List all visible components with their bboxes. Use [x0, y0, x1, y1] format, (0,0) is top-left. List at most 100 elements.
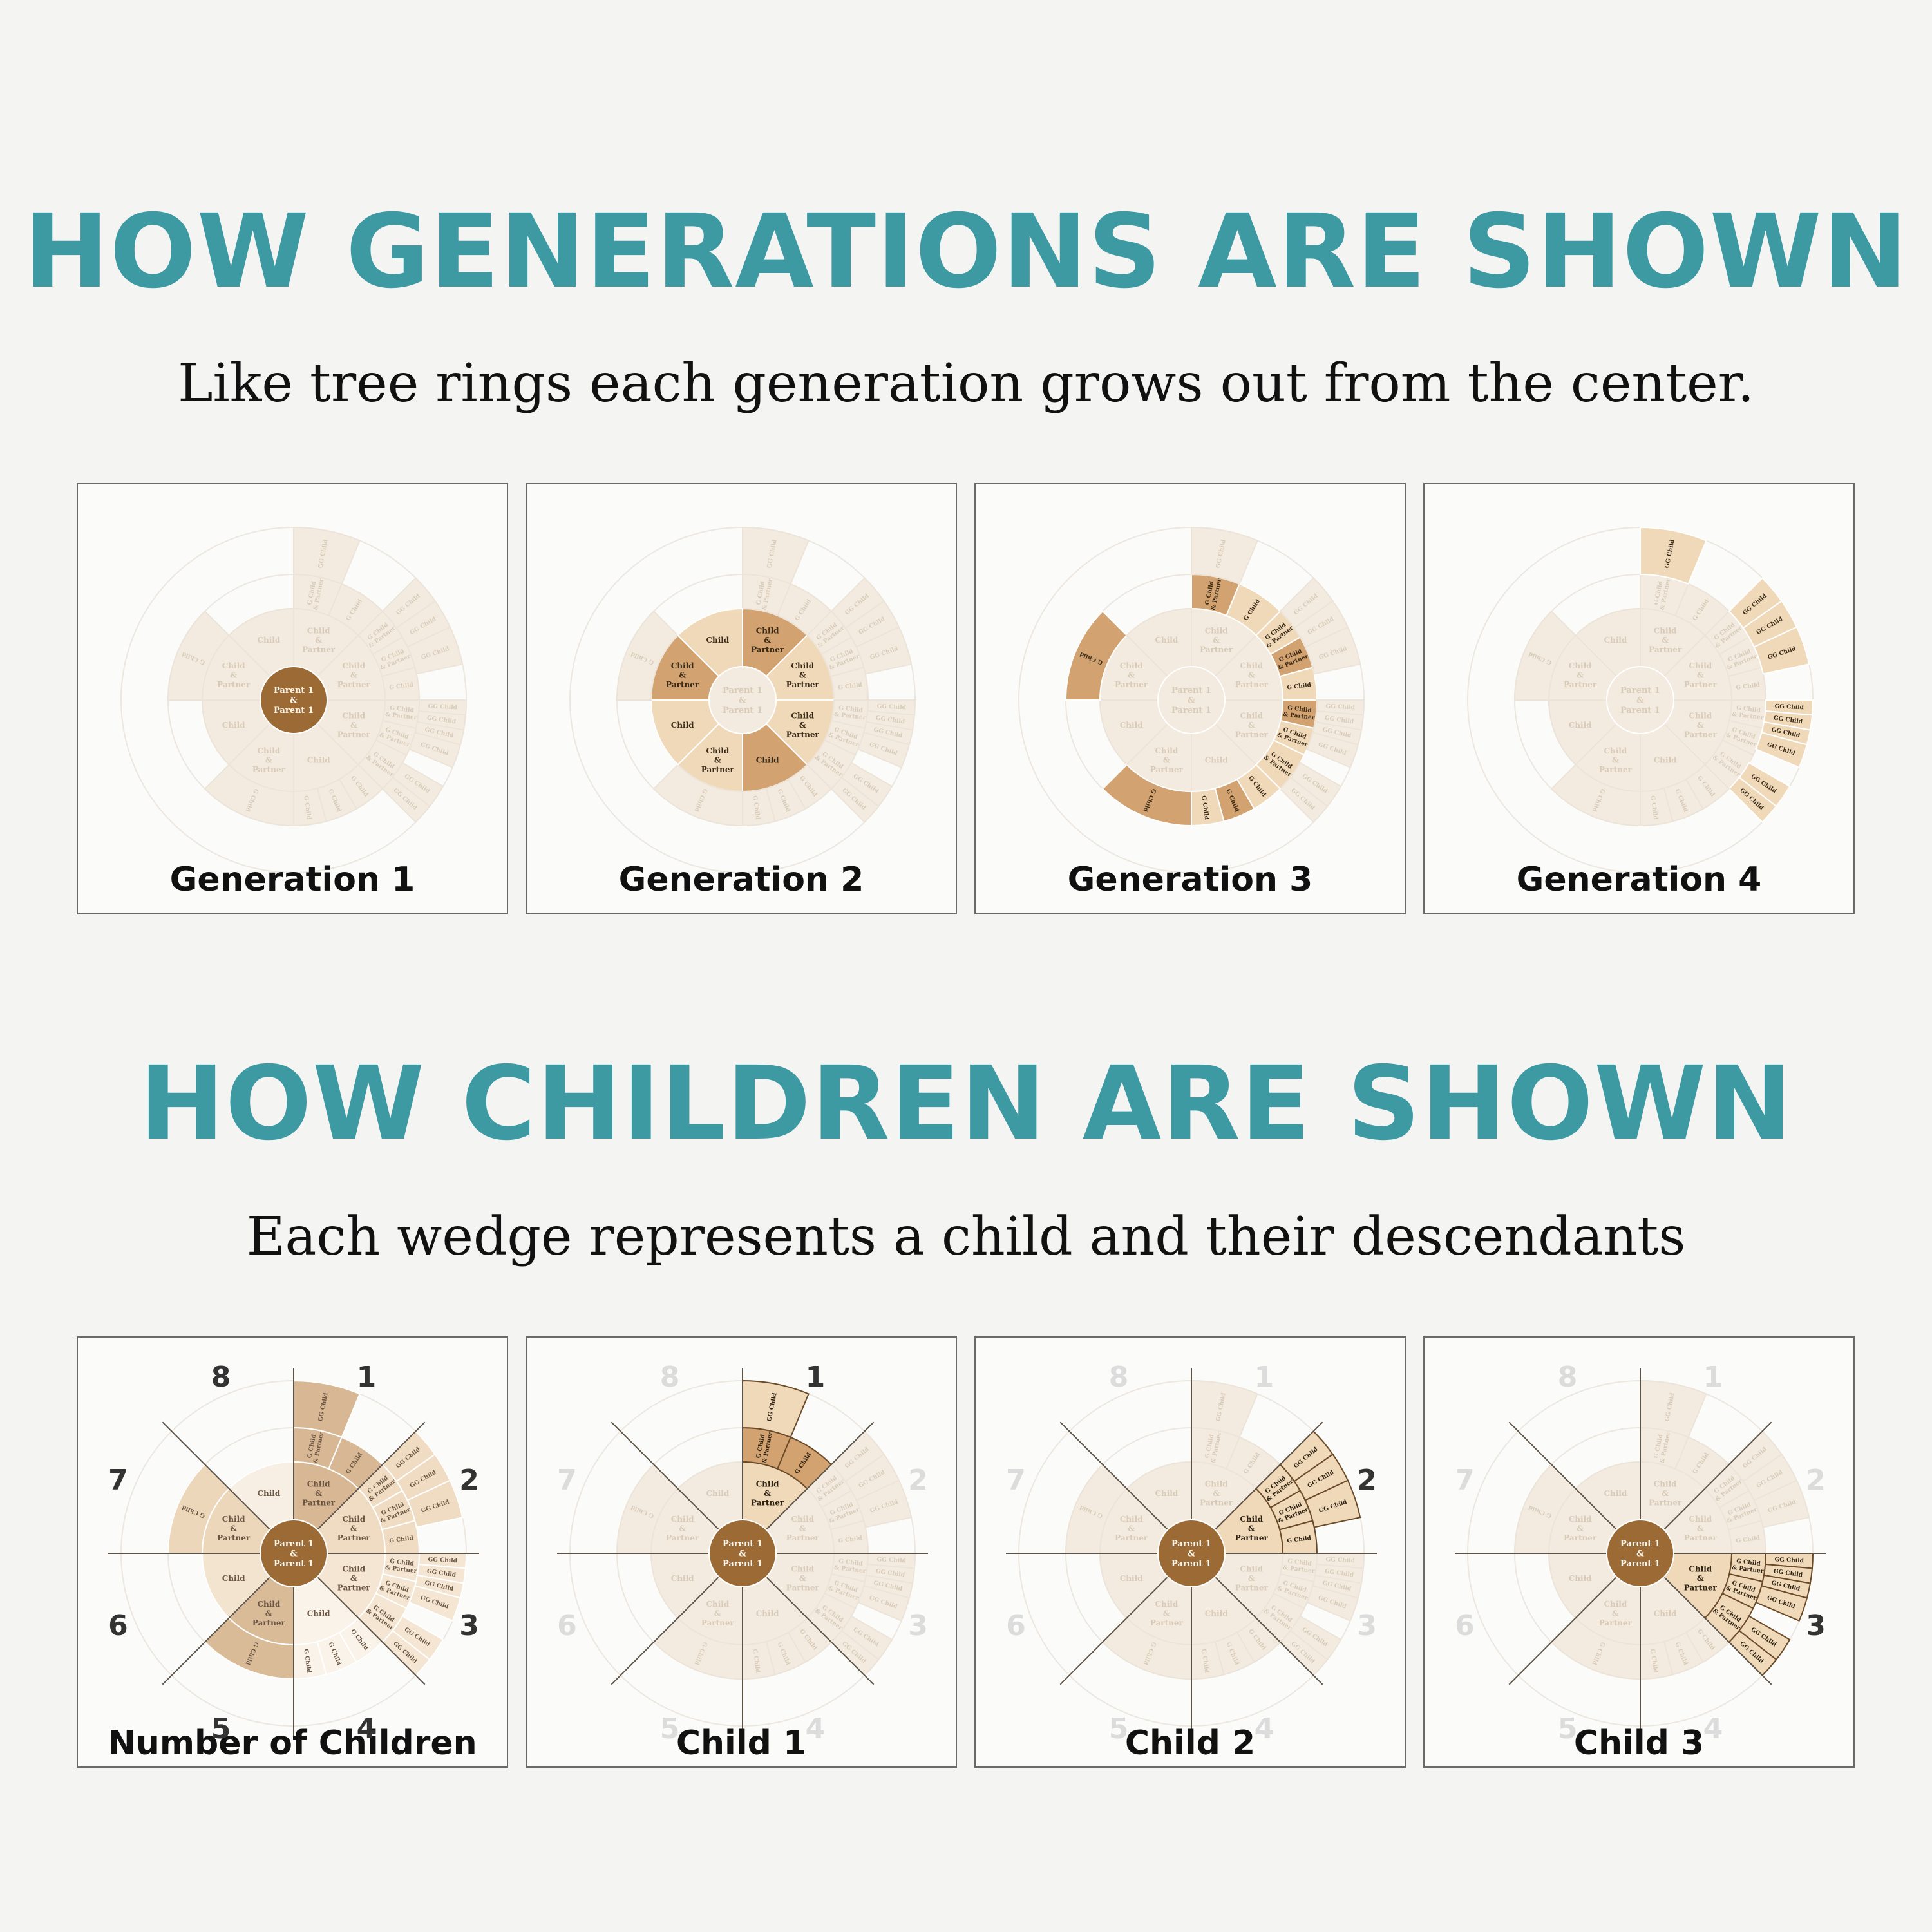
- panel-caption: Child 3: [1573, 1724, 1705, 1763]
- wedge-number: 2: [459, 1464, 479, 1497]
- great-grandchild-wedge: [1755, 732, 1808, 769]
- panel-caption: Generation 3: [1067, 860, 1313, 899]
- child-label: Child: [222, 1574, 245, 1583]
- great-grandchild-wedge: [406, 1479, 464, 1528]
- child-label: Child & Partner: [1564, 1515, 1597, 1542]
- child-label: Child & Partner: [751, 1479, 784, 1507]
- child-label: Child & Partner: [337, 661, 371, 689]
- wedge-number: 7: [1006, 1464, 1026, 1497]
- child-label: Child & Partner: [786, 1515, 820, 1542]
- parents-label: Parent 1&Parent 1: [723, 686, 762, 715]
- child-label: Child & Partner: [252, 746, 286, 774]
- grandchild-label: G Child: [1649, 1649, 1658, 1674]
- great-grandchild-wedge: [742, 526, 810, 585]
- grandchild-label: G Child: [751, 1649, 761, 1674]
- grandchild-label: G Child: [838, 1535, 863, 1545]
- wedge-number: 1: [356, 1361, 377, 1394]
- wedge-number: 2: [1806, 1464, 1826, 1497]
- child-label: Child & Partner: [1235, 1564, 1269, 1592]
- grandchild-label: G Child: [1200, 1649, 1209, 1674]
- parents-center: [708, 666, 777, 734]
- great-grandchild-wedge: [857, 1585, 911, 1622]
- child-label: Child: [1569, 1574, 1592, 1583]
- panel-caption: Number of Children: [108, 1724, 477, 1763]
- child-label: Child: [756, 756, 779, 765]
- child-2-panel: Child & Partner G Child& Partner G Child GG C…: [974, 1336, 1406, 1768]
- great-grandchild-wedge: [1640, 1379, 1707, 1439]
- grandchild-label: G Child: [838, 682, 863, 692]
- child-label: Child: [706, 1489, 729, 1498]
- child-label: Child & Partner: [302, 626, 336, 654]
- wedge-number: 7: [108, 1464, 128, 1497]
- great-grandchild-label: GG Child: [1774, 1557, 1804, 1564]
- child-label: Child & Partner: [786, 711, 820, 739]
- wedge-number: 8: [659, 1361, 680, 1394]
- child-label: Child & Partner: [1115, 661, 1148, 689]
- wedge-number: 2: [1357, 1464, 1377, 1497]
- great-grandchild-wedge: [293, 526, 361, 585]
- great-grandchild-wedge: [408, 732, 462, 769]
- number-of-children-panel: Child & Partner G Child& Partner G Child GG C…: [77, 1336, 508, 1768]
- great-grandchild-label: GG Child: [1325, 703, 1355, 711]
- child-label: Child & Partner: [1649, 626, 1682, 654]
- child-label: Child & Partner: [786, 1564, 820, 1592]
- child-label: Child & Partner: [1564, 661, 1597, 689]
- great-grandchild-label: GG Child: [876, 1557, 906, 1564]
- great-grandchild-wedge: [293, 1379, 361, 1439]
- child-label: Child & Partner: [1684, 1515, 1718, 1542]
- grandchild-label: G Child: [1287, 1535, 1312, 1545]
- wedge-number: 6: [108, 1609, 128, 1642]
- child-label: Child: [671, 721, 694, 730]
- child-label: Child: [257, 636, 280, 645]
- great-grandchild-label: GG Child: [1325, 1557, 1355, 1564]
- grandchild-wedge: [616, 610, 679, 701]
- wedge-number: 1: [1703, 1361, 1723, 1394]
- great-grandchild-label: GG Child: [1774, 703, 1804, 711]
- great-grandchild-label: GG Child: [876, 703, 906, 711]
- child-label: Child & Partner: [751, 626, 784, 654]
- wedge-number: 7: [1455, 1464, 1475, 1497]
- child-label: Child & Partner: [252, 1600, 286, 1627]
- child-label: Child: [1120, 1574, 1143, 1583]
- wedge-number: 2: [908, 1464, 928, 1497]
- grandchild-wedge: [1065, 610, 1128, 701]
- child-label: Child & Partner: [337, 711, 371, 739]
- grandchild-label: G Child: [1649, 795, 1658, 820]
- generations-subtitle: Like tree rings each generation grows ou…: [178, 353, 1754, 414]
- parents-center: [260, 666, 328, 734]
- wedge-number: 5: [1108, 1712, 1129, 1745]
- wedge-number: 3: [459, 1609, 479, 1642]
- child-label: Child: [756, 1609, 779, 1618]
- great-grandchild-wedge: [1191, 1379, 1258, 1439]
- wedge-number: 3: [1357, 1609, 1377, 1642]
- great-grandchild-wedge: [1191, 526, 1258, 585]
- child-label: Child: [307, 756, 330, 765]
- parents-label: Parent 1&Parent 1: [1620, 1539, 1660, 1569]
- generation-1-panel: Child & Partner G Child& Partner G Child GG C…: [77, 483, 508, 914]
- great-grandchild-label: GG Child: [428, 703, 457, 711]
- wedge-number: 5: [659, 1712, 680, 1745]
- child-label: Child: [1120, 721, 1143, 730]
- child-label: Child & Partner: [1200, 1479, 1233, 1507]
- child-label: Child: [1654, 1609, 1677, 1618]
- grandchild-label: G Child: [1200, 795, 1209, 820]
- child-label: Child: [1604, 1489, 1627, 1498]
- child-label: Child & Partner: [337, 1564, 371, 1592]
- wedge-number: 4: [356, 1712, 377, 1745]
- child-label: Child & Partner: [1235, 711, 1269, 739]
- wedge-number: 8: [211, 1361, 231, 1394]
- child-label: Child & Partner: [217, 1515, 251, 1542]
- child-label: Child & Partner: [217, 661, 251, 689]
- child-label: Child: [1654, 756, 1677, 765]
- child-label: Child & Partner: [1649, 1479, 1682, 1507]
- wedge-number: 6: [557, 1609, 577, 1642]
- child-label: Child & Partner: [337, 1515, 371, 1542]
- wedge-number: 3: [908, 1609, 928, 1642]
- parents-center: [1157, 1519, 1226, 1587]
- child-label: Child & Partner: [1235, 661, 1269, 689]
- wedge-number: 4: [1703, 1712, 1723, 1745]
